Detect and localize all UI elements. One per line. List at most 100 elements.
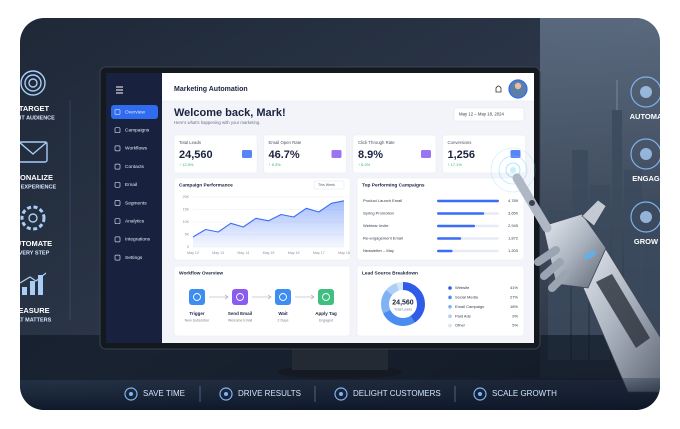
workflow-step[interactable] (232, 289, 248, 305)
legend-dot (448, 286, 452, 290)
card: TARGET GHT AUDIENCE SONALIZE RY EXPERIENCE U… (13, 18, 660, 410)
donut-center-value: 24,560 (392, 299, 414, 306)
legend-value: 18% (510, 304, 518, 309)
workflow-step[interactable] (189, 289, 205, 305)
icon-target (28, 78, 38, 88)
legend-value: 27% (510, 294, 518, 299)
icon-gear-hub (28, 213, 38, 223)
workflow-step-glyph (279, 293, 287, 301)
donut-slice (381, 282, 425, 326)
kpi-value: 1,256 (448, 149, 476, 161)
bar-value-label: 3,650 (508, 211, 519, 216)
benefit-label: SCALE GROWTH (492, 389, 557, 398)
kpi-icon (421, 150, 431, 158)
feature-icon (630, 201, 660, 233)
workflow-step[interactable] (318, 289, 334, 305)
line (192, 200, 345, 238)
panel (352, 134, 437, 174)
legend-value: 9% (512, 313, 518, 318)
benefit-icon-core (478, 392, 482, 396)
kpi-value: 46.7% (269, 149, 300, 161)
workflow-step-glyph (322, 293, 330, 301)
nav-item[interactable]: Analytics (125, 218, 145, 224)
nav-icon (114, 145, 121, 152)
workflow-step-glyph (236, 293, 244, 301)
date-picker[interactable] (453, 107, 525, 122)
bar (437, 249, 453, 253)
feature-subtitle: VERY STEP (19, 250, 50, 256)
touch-glow (490, 147, 536, 193)
icon-envelope-flap (20, 141, 48, 155)
nav-item[interactable]: Workflows (125, 146, 148, 152)
filter-label: This Week (318, 183, 335, 187)
nav-icon (114, 163, 121, 170)
area (193, 200, 344, 247)
campaign-name: Re-engagement Email (363, 236, 403, 241)
feature-icon-core (640, 86, 652, 98)
kpi-icon (331, 150, 342, 158)
benefit-icon (473, 387, 487, 401)
legend-label: Paid Ads (455, 313, 471, 318)
building (612, 110, 622, 360)
benefit-label: SAVE TIME (143, 389, 185, 398)
y-tick-label: 10K (183, 220, 190, 224)
donut-slice (381, 282, 425, 326)
kpi-icon (242, 150, 252, 158)
feature-icon-core (640, 148, 652, 160)
touch-point (510, 167, 516, 173)
x-tick-label: May 15 (263, 251, 275, 255)
legend-dot (448, 305, 452, 309)
benefit-label: DELIGHT CUSTOMERS (353, 389, 441, 398)
icon-target (24, 74, 42, 92)
bar (437, 224, 476, 228)
nav-item[interactable]: Contacts (125, 164, 145, 170)
bar-value-label: 4,789 (508, 198, 519, 203)
feature-subtitle: GHT AUDIENCE (13, 115, 55, 121)
avatar-head (514, 82, 522, 90)
workflow-step[interactable] (275, 289, 291, 305)
workflow-step-detail: Welcome Email (228, 318, 252, 322)
icon-gear (20, 205, 46, 231)
kpi-label: Conversions (448, 140, 472, 145)
bell-icon[interactable] (495, 85, 502, 93)
panel (263, 134, 347, 174)
nav-icon (114, 218, 121, 225)
workflow-step-label: Apply Tag (315, 311, 337, 316)
nav-icon (114, 109, 121, 115)
nav-item[interactable]: Email (125, 182, 137, 188)
nav-icon (114, 200, 121, 206)
workflow-arrow (295, 294, 315, 300)
filter-box[interactable] (313, 180, 345, 190)
nav-item[interactable]: Campaigns (125, 127, 150, 133)
kpi-value: 8.9% (358, 149, 383, 161)
workflow-step-detail: 2 Days (278, 318, 289, 322)
robot-palm (542, 213, 607, 289)
icon-bar (22, 287, 27, 295)
kpi-change: ↑ 12.5% (179, 162, 194, 167)
x-tick-label: May 16 (288, 251, 300, 255)
feature-title: SONALIZE (15, 173, 53, 182)
feature-title: ENGAG (632, 174, 660, 183)
nav-item[interactable]: Overview (125, 109, 146, 115)
robot-forearm-panel (596, 274, 650, 348)
benefit-icon-core (224, 392, 228, 396)
feature-icon (630, 76, 660, 108)
feature-title: GROW (634, 237, 659, 246)
benefit-icon (334, 387, 348, 401)
nav-item[interactable]: Integrations (125, 237, 151, 243)
benefit-icon-core (339, 392, 343, 396)
bar (437, 199, 499, 203)
campaign-name: Webinar Invite (363, 223, 389, 228)
nav-item[interactable]: Segments (125, 200, 147, 206)
legend-label: Social Media (455, 294, 479, 299)
date-range: May 12 – May 18, 2024 (459, 112, 505, 117)
bar-value-label: 2,945 (508, 223, 519, 228)
kpi-change: ↑ 17.1% (448, 162, 463, 167)
bar-track (437, 249, 499, 253)
x-tick-label: May 17 (313, 251, 325, 255)
kpi-label: Total Leads (179, 140, 201, 145)
nav-item[interactable]: Settings (125, 255, 143, 261)
robot-wrist-light (583, 250, 597, 260)
legend-dot (448, 323, 452, 328)
panel (442, 134, 526, 174)
